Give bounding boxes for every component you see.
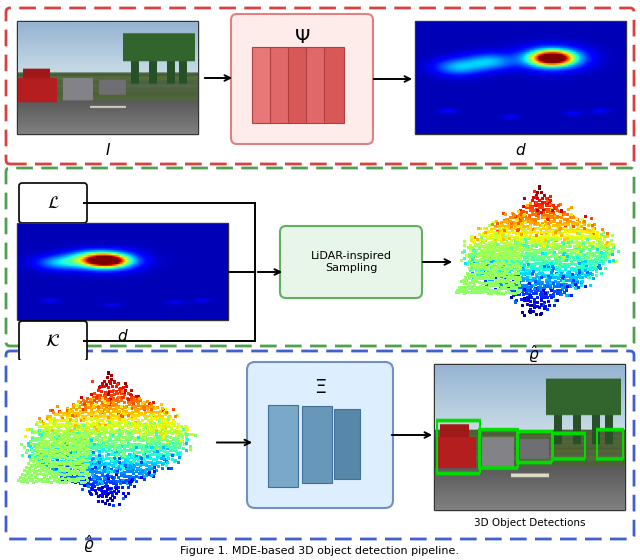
FancyBboxPatch shape bbox=[268, 405, 298, 487]
Text: $I$: $I$ bbox=[105, 142, 111, 158]
Text: LiDAR-inspired
Sampling: LiDAR-inspired Sampling bbox=[310, 251, 392, 273]
FancyBboxPatch shape bbox=[247, 362, 393, 508]
Text: $\hat{\varrho}$: $\hat{\varrho}$ bbox=[528, 343, 540, 365]
Text: $d$: $d$ bbox=[117, 328, 129, 344]
Text: $d$: $d$ bbox=[515, 142, 527, 158]
FancyBboxPatch shape bbox=[324, 47, 344, 123]
Text: 3D Object Detections: 3D Object Detections bbox=[474, 518, 586, 528]
Text: $\mathcal{K}$: $\mathcal{K}$ bbox=[45, 332, 61, 350]
Text: $\mathcal{L}$: $\mathcal{L}$ bbox=[47, 194, 60, 212]
FancyBboxPatch shape bbox=[252, 47, 272, 123]
Text: $\Psi$: $\Psi$ bbox=[294, 28, 310, 47]
FancyBboxPatch shape bbox=[19, 321, 87, 361]
FancyBboxPatch shape bbox=[306, 47, 326, 123]
FancyBboxPatch shape bbox=[280, 226, 422, 298]
FancyBboxPatch shape bbox=[302, 406, 332, 483]
Text: $\hat{\varrho}$: $\hat{\varrho}$ bbox=[83, 533, 95, 555]
FancyBboxPatch shape bbox=[334, 409, 360, 479]
FancyBboxPatch shape bbox=[288, 47, 308, 123]
Text: Figure 1. MDE-based 3D object detection pipeline.: Figure 1. MDE-based 3D object detection … bbox=[180, 546, 460, 556]
FancyBboxPatch shape bbox=[231, 14, 373, 144]
Text: $\Xi$: $\Xi$ bbox=[314, 378, 326, 397]
FancyBboxPatch shape bbox=[270, 47, 290, 123]
FancyBboxPatch shape bbox=[19, 183, 87, 223]
